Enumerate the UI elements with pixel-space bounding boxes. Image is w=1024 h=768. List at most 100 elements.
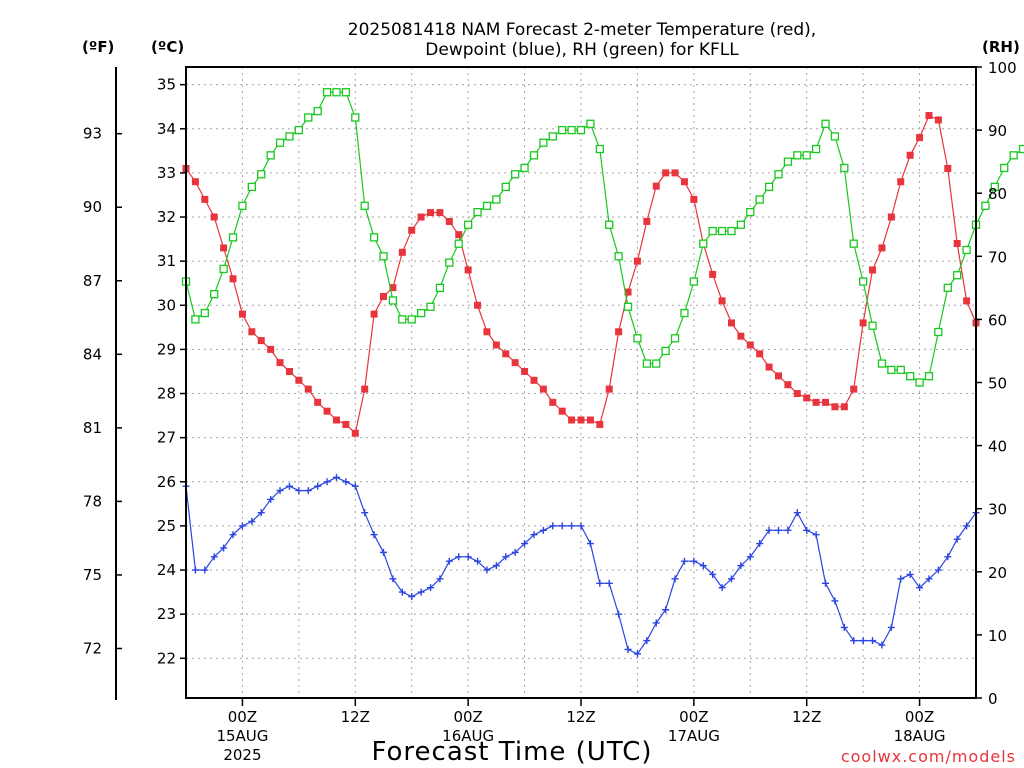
temperature-point bbox=[417, 213, 425, 221]
dewpoint-point bbox=[897, 575, 905, 583]
temperature-point bbox=[784, 381, 792, 389]
rh-point bbox=[689, 277, 699, 286]
temperature-point bbox=[332, 416, 340, 424]
rh-point bbox=[746, 207, 755, 217]
rh-point bbox=[511, 170, 520, 179]
rh-point bbox=[652, 359, 661, 368]
rh-point bbox=[369, 233, 379, 242]
rh-point bbox=[943, 283, 952, 293]
x-tick-label: 12Z bbox=[341, 708, 370, 726]
dewpoint-point bbox=[765, 526, 773, 534]
temperature-point bbox=[869, 266, 877, 274]
rh-point bbox=[764, 182, 774, 192]
temperature-point bbox=[934, 116, 942, 124]
dewpoint-point bbox=[577, 522, 585, 530]
temperature-point bbox=[878, 244, 886, 252]
rh-point bbox=[332, 88, 341, 97]
rh-point bbox=[473, 207, 482, 217]
dewpoint-point bbox=[727, 575, 735, 583]
celsius-tick-label: 33 bbox=[157, 164, 176, 182]
dewpoint-point bbox=[737, 562, 745, 570]
fahrenheit-tick-label: 78 bbox=[83, 492, 102, 510]
rh-tick-label: 90 bbox=[988, 122, 1007, 140]
rh-point bbox=[755, 195, 764, 204]
rh-point bbox=[445, 258, 454, 267]
temperature-point bbox=[257, 337, 265, 345]
temperature-point bbox=[624, 288, 632, 296]
dewpoint-point bbox=[615, 610, 623, 618]
temperature-point bbox=[859, 319, 867, 327]
celsius-tick-label: 34 bbox=[157, 120, 176, 138]
rh-point bbox=[623, 302, 633, 311]
temperature-point bbox=[323, 407, 331, 415]
rh-point bbox=[868, 321, 877, 330]
temperature-point bbox=[455, 231, 463, 239]
dewpoint-point bbox=[464, 553, 472, 561]
dewpoint-point bbox=[963, 522, 971, 530]
temperature-point bbox=[633, 257, 641, 265]
temperature-point bbox=[671, 169, 679, 177]
dewpoint-point bbox=[323, 478, 331, 486]
rh-point bbox=[924, 372, 934, 381]
rh-point bbox=[614, 252, 623, 261]
rh-line bbox=[185, 91, 1024, 384]
rh-tick-label: 60 bbox=[988, 311, 1007, 329]
dewpoint-point bbox=[925, 575, 933, 583]
rh-point bbox=[1009, 151, 1018, 160]
celsius-tick-label: 30 bbox=[157, 296, 176, 314]
rh-point bbox=[379, 252, 388, 261]
dewpoint-point bbox=[558, 522, 566, 530]
temperature-point bbox=[474, 301, 482, 309]
fahrenheit-tick-label: 93 bbox=[83, 125, 102, 143]
chart-title-line-1: 2025081418 NAM Forecast 2-meter Temperat… bbox=[348, 20, 816, 40]
temperature-point bbox=[295, 376, 303, 384]
rh-point bbox=[294, 125, 304, 135]
dewpoint-point bbox=[831, 597, 839, 605]
celsius-tick-label: 25 bbox=[157, 517, 176, 535]
x-tick-label: 00Z bbox=[453, 708, 482, 726]
dewpoint-point bbox=[699, 562, 707, 570]
fahrenheit-tick-label: 72 bbox=[83, 639, 102, 657]
rh-point bbox=[962, 245, 971, 255]
dewpoint-point bbox=[822, 579, 830, 587]
dewpoint-point bbox=[370, 531, 378, 539]
temperature-point bbox=[370, 310, 378, 318]
dewpoint-point bbox=[455, 553, 463, 561]
dewpoint-point bbox=[210, 553, 218, 561]
temperature-point bbox=[690, 195, 698, 203]
rh-tick-label: 100 bbox=[988, 59, 1017, 77]
dewpoint-point bbox=[850, 637, 858, 645]
dewpoint-point bbox=[887, 623, 895, 631]
temperature-point bbox=[530, 376, 538, 384]
dewpoint-point bbox=[756, 540, 764, 548]
plot-frame bbox=[185, 66, 977, 699]
x-tick-label: 00Z bbox=[228, 708, 257, 726]
dewpoint-point bbox=[492, 562, 500, 570]
rh-point bbox=[351, 113, 360, 122]
temperature-point bbox=[267, 345, 275, 353]
temperature-point bbox=[285, 367, 293, 375]
dewpoint-point bbox=[191, 566, 199, 574]
rh-axis-label: (RH) bbox=[982, 38, 1020, 56]
temperature-point bbox=[709, 270, 717, 278]
dewpoint-point bbox=[295, 487, 303, 495]
temperature-point bbox=[276, 359, 284, 367]
rh-point bbox=[633, 334, 642, 343]
temperature-point bbox=[380, 292, 387, 300]
dewpoint-point bbox=[793, 509, 801, 517]
temperature-point bbox=[887, 213, 895, 221]
dewpoint-point bbox=[483, 566, 491, 574]
rh-point bbox=[802, 151, 811, 160]
temperature-point bbox=[643, 217, 651, 225]
dewpoint-point bbox=[427, 584, 435, 592]
dewpoint-point bbox=[605, 579, 613, 587]
temperature-point bbox=[746, 341, 754, 349]
rh-tick-label: 20 bbox=[988, 564, 1007, 582]
temperature-point bbox=[238, 310, 246, 318]
temperature-point bbox=[220, 244, 228, 252]
rh-point bbox=[699, 239, 708, 248]
fahrenheit-tick-label: 81 bbox=[83, 419, 102, 437]
rh-tick-label: 50 bbox=[988, 375, 1007, 393]
rh-point bbox=[915, 378, 924, 387]
temperature-point bbox=[351, 429, 359, 437]
